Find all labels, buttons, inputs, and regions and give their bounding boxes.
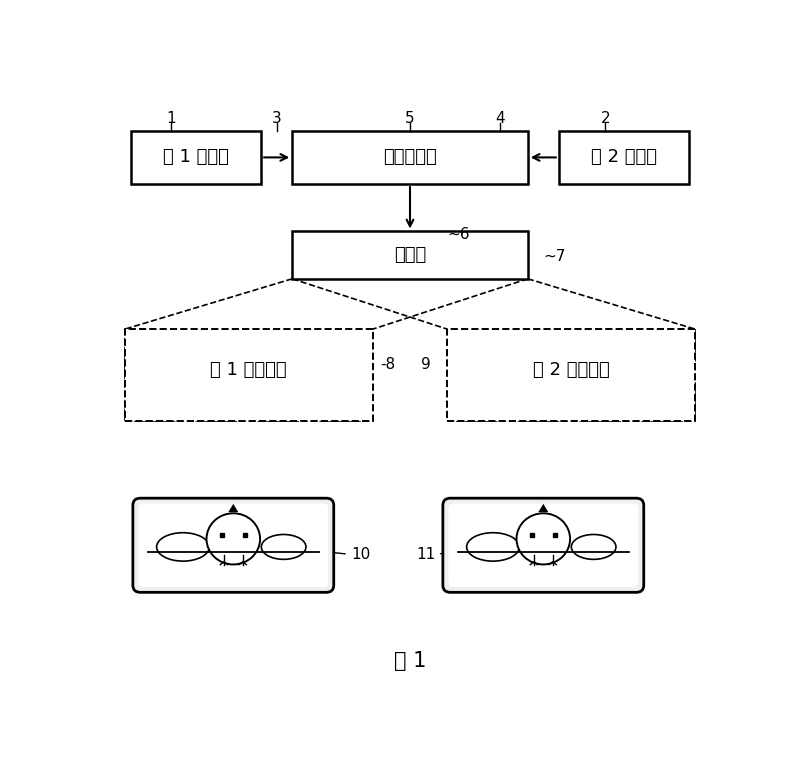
Ellipse shape <box>157 533 210 561</box>
Text: 第 2 图像源: 第 2 图像源 <box>591 148 657 166</box>
Text: 3: 3 <box>272 112 282 126</box>
Text: -8: -8 <box>381 357 396 372</box>
Circle shape <box>206 513 260 564</box>
Text: 1: 1 <box>166 112 176 126</box>
Text: ~6: ~6 <box>447 227 470 242</box>
Polygon shape <box>538 504 548 512</box>
FancyBboxPatch shape <box>292 231 528 279</box>
Ellipse shape <box>466 533 519 561</box>
Text: 2: 2 <box>601 112 610 126</box>
FancyBboxPatch shape <box>292 131 528 184</box>
Text: 显示控制部: 显示控制部 <box>383 148 437 166</box>
Circle shape <box>517 513 570 564</box>
Text: 显示部: 显示部 <box>394 246 426 264</box>
Polygon shape <box>228 504 238 512</box>
FancyBboxPatch shape <box>449 504 638 587</box>
Text: 9: 9 <box>421 357 430 372</box>
Ellipse shape <box>571 534 616 559</box>
FancyBboxPatch shape <box>138 504 328 587</box>
FancyBboxPatch shape <box>443 498 644 592</box>
Text: 10: 10 <box>351 547 370 561</box>
Text: 11: 11 <box>416 547 435 561</box>
Text: 图 1: 图 1 <box>394 651 426 671</box>
FancyBboxPatch shape <box>125 329 373 421</box>
FancyBboxPatch shape <box>447 329 695 421</box>
Text: 第 2 显示图像: 第 2 显示图像 <box>533 361 610 379</box>
Text: 4: 4 <box>495 112 505 126</box>
Text: 第 1 图像源: 第 1 图像源 <box>163 148 229 166</box>
Ellipse shape <box>262 534 306 559</box>
FancyBboxPatch shape <box>131 131 262 184</box>
Text: 第 1 显示图像: 第 1 显示图像 <box>210 361 287 379</box>
Text: 5: 5 <box>405 112 415 126</box>
FancyBboxPatch shape <box>558 131 689 184</box>
Text: ~7: ~7 <box>543 249 566 265</box>
FancyBboxPatch shape <box>133 498 334 592</box>
